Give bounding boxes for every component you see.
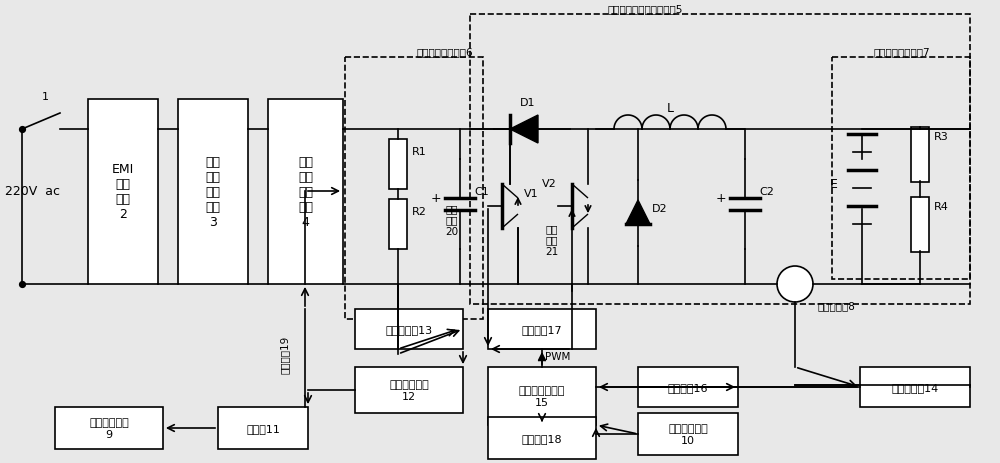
Bar <box>345 58 483 319</box>
Text: 第三
驱动
21: 第三 驱动 21 <box>545 223 559 257</box>
Text: 驱动电路17: 驱动电路17 <box>522 324 562 334</box>
Text: 220V  ac: 220V ac <box>5 185 60 198</box>
Text: EMI
滤波
电路
2: EMI 滤波 电路 2 <box>112 163 134 221</box>
Text: V2: V2 <box>542 179 557 188</box>
Text: 全桥
整流
滤波
电路
3: 全桥 整流 滤波 电路 3 <box>206 156 220 229</box>
Text: V1: V1 <box>524 188 539 199</box>
Text: R3: R3 <box>934 131 949 142</box>
Bar <box>488 309 596 349</box>
Polygon shape <box>502 185 518 199</box>
Bar <box>911 197 929 252</box>
Text: 控制器11: 控制器11 <box>246 423 280 433</box>
Text: 第二
驱动
20: 第二 驱动 20 <box>445 203 459 237</box>
Text: ▲PWM: ▲PWM <box>538 351 571 361</box>
Text: L: L <box>666 102 674 115</box>
Bar <box>178 100 248 284</box>
Text: 第一驱动19: 第一驱动19 <box>280 335 290 373</box>
Text: C1: C1 <box>474 187 489 197</box>
Polygon shape <box>572 214 588 229</box>
Text: 第一光耦器13: 第一光耦器13 <box>385 324 433 334</box>
Bar <box>55 407 163 449</box>
Text: 第二光耦器14: 第二光耦器14 <box>891 382 939 392</box>
Bar <box>911 127 929 182</box>
Bar <box>832 58 970 279</box>
Text: D2: D2 <box>652 204 668 213</box>
Bar <box>389 200 407 250</box>
Text: 1: 1 <box>42 92 49 102</box>
Bar <box>470 15 970 304</box>
Text: 单片机控制电路
15: 单片机控制电路 15 <box>519 385 565 407</box>
Polygon shape <box>502 214 518 229</box>
Text: R4: R4 <box>934 201 949 212</box>
Text: 蓄电池充放电管理主电路5: 蓄电池充放电管理主电路5 <box>607 4 683 14</box>
Text: 功率
因数
校正
电路
4: 功率 因数 校正 电路 4 <box>298 156 313 229</box>
Text: 比较调理电路
12: 比较调理电路 12 <box>389 379 429 401</box>
Circle shape <box>777 266 813 302</box>
Text: C2: C2 <box>759 187 774 197</box>
Text: D1: D1 <box>520 98 536 108</box>
Bar <box>638 367 738 407</box>
Text: 偏置电路16: 偏置电路16 <box>668 382 708 392</box>
Bar <box>355 367 463 413</box>
Text: 第二辅助电源
10: 第二辅助电源 10 <box>668 423 708 445</box>
Text: 显示电路18: 显示电路18 <box>522 433 562 443</box>
Text: 电流互感器8: 电流互感器8 <box>817 300 855 310</box>
Bar <box>355 309 463 349</box>
Bar <box>88 100 158 284</box>
Text: +: + <box>715 192 726 205</box>
Bar <box>860 367 970 407</box>
Bar <box>488 367 596 425</box>
Polygon shape <box>510 116 538 144</box>
Text: +: + <box>430 192 441 205</box>
Bar <box>268 100 343 284</box>
Polygon shape <box>626 200 650 225</box>
Text: 第一辅助电源
9: 第一辅助电源 9 <box>89 417 129 439</box>
Text: E: E <box>830 178 838 191</box>
Bar <box>488 417 596 459</box>
Text: 第二电压检测电路7: 第二电压检测电路7 <box>874 47 930 57</box>
Bar <box>218 407 308 449</box>
Bar <box>389 140 407 189</box>
Bar <box>638 413 738 455</box>
Text: 第一电压检测电路6: 第一电压检测电路6 <box>417 47 473 57</box>
Text: R2: R2 <box>412 206 427 217</box>
Polygon shape <box>572 185 588 199</box>
Text: R1: R1 <box>412 147 427 156</box>
